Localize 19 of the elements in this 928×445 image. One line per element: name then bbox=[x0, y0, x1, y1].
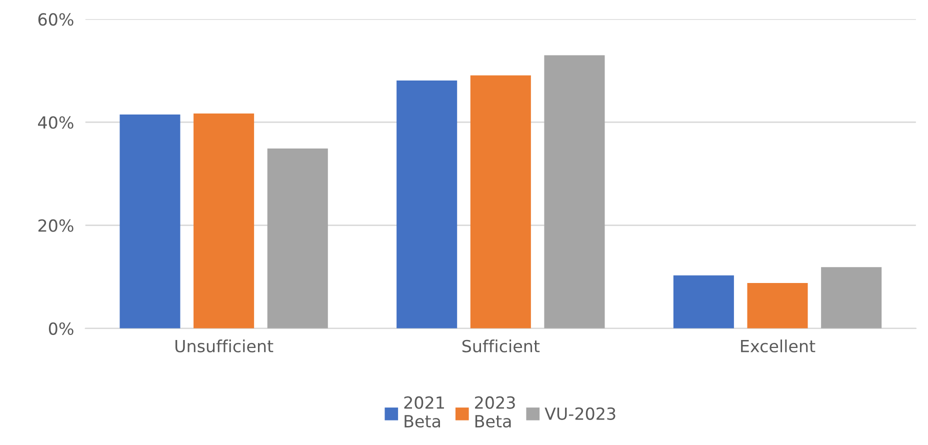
bar bbox=[396, 80, 458, 328]
x-tick-label: Excellent bbox=[741, 340, 816, 352]
bar bbox=[120, 114, 180, 328]
x-tick-label: Sufficient bbox=[462, 340, 540, 352]
bar bbox=[194, 113, 254, 328]
y-tick-label: 0% bbox=[48, 322, 74, 335]
bar bbox=[470, 75, 531, 328]
bar bbox=[673, 275, 734, 328]
y-tick-label: 60% bbox=[38, 13, 74, 26]
bar bbox=[821, 267, 882, 328]
legend-label: 2021 Beta bbox=[404, 396, 444, 428]
legend-label: VU-2023 bbox=[544, 407, 616, 420]
y-tick-label: 20% bbox=[38, 219, 74, 232]
legend-label: 2023 Beta bbox=[475, 396, 515, 428]
bar bbox=[747, 283, 808, 328]
x-tick-label: Unsufficient bbox=[175, 340, 274, 352]
bar bbox=[544, 55, 605, 328]
bar bbox=[267, 148, 328, 328]
y-tick-label: 40% bbox=[38, 116, 74, 129]
